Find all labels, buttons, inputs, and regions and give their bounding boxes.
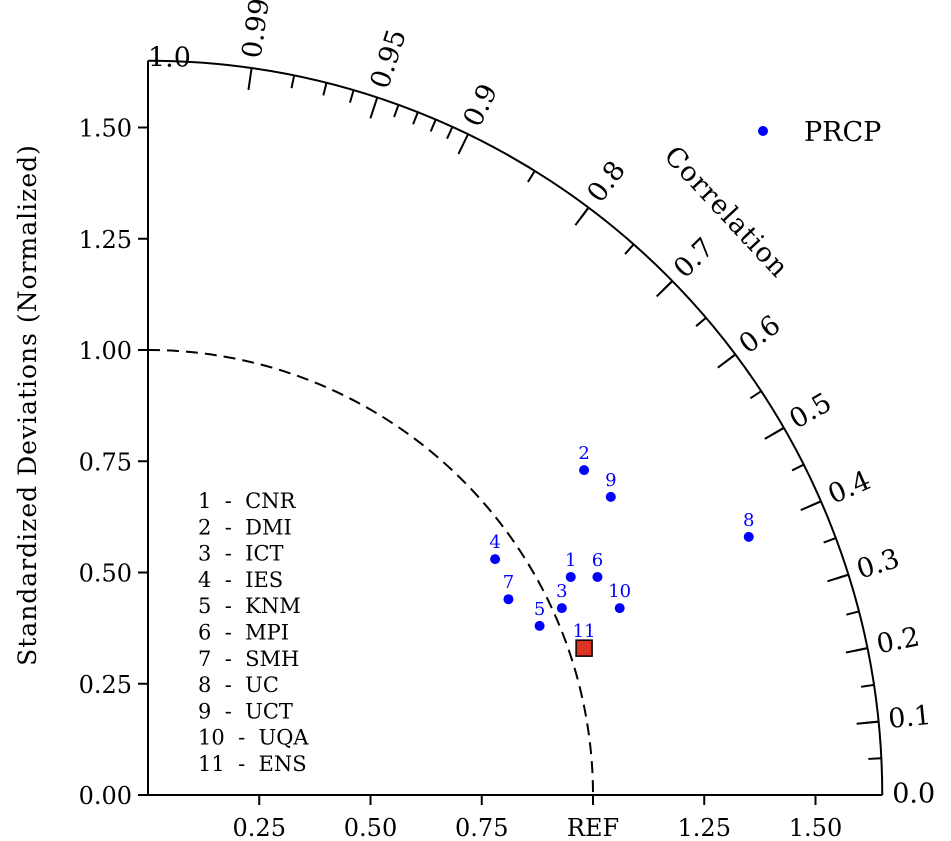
model-key-entry: 2 - DMI xyxy=(198,515,292,539)
model-key-entry: 7 - SMH xyxy=(198,647,299,671)
model-point-label: 3 xyxy=(556,581,567,602)
model-key-entry: 4 - IES xyxy=(198,568,283,592)
correlation-tick-label: 0.95 xyxy=(365,26,413,93)
model-point-label: 8 xyxy=(743,510,754,531)
x-tick-label: 1.50 xyxy=(789,814,842,841)
y-tick-label: 0.75 xyxy=(79,448,132,476)
correlation-major-tick xyxy=(827,573,849,583)
correlation-major-tick xyxy=(856,720,879,725)
reference-std-arc xyxy=(147,349,594,796)
x-tick-group: 0.25 0.50 0.75 REF 1.25 1.50 xyxy=(233,795,842,841)
correlation-tick-label: 0.7 xyxy=(668,232,720,284)
model-key-entry: 10 - UQA xyxy=(198,726,309,750)
y-tick-group: 0.00 0.25 0.50 0.75 1.00 1.25 1.50 xyxy=(79,115,148,810)
correlation-tick-label: 0.0 xyxy=(892,779,935,810)
correlation-major-tick xyxy=(247,67,253,91)
correlation-major-tick xyxy=(655,280,674,298)
correlation-major-tick xyxy=(457,133,469,155)
correlation-tick-label: 0.2 xyxy=(874,621,922,660)
correlation-major-tick xyxy=(764,427,785,440)
correlation-tick-label: 0.8 xyxy=(581,155,632,208)
y-tick-label: 1.25 xyxy=(79,226,132,254)
correlation-major-tick xyxy=(369,97,379,119)
correlation-minor-tick xyxy=(429,119,437,132)
correlation-minor-tick xyxy=(846,610,860,616)
model-key-entry: 6 - MPI xyxy=(198,621,289,645)
model-point xyxy=(503,594,514,605)
legend: PRCP xyxy=(758,117,881,148)
correlation-minor-tick xyxy=(624,243,635,255)
model-point xyxy=(556,603,567,614)
model-key-entry: 9 - UCT xyxy=(198,699,293,723)
correlation-minor-tick xyxy=(322,82,328,96)
max-std-arc xyxy=(147,59,884,796)
model-point-label: 6 xyxy=(592,550,603,571)
correlation-tick-label: 1.0 xyxy=(148,42,191,73)
axes xyxy=(147,59,884,796)
y-tick-label: 0.25 xyxy=(79,671,132,699)
model-point-label: 10 xyxy=(608,581,631,602)
y-axis-label: Standardized Deviations (Normalized) xyxy=(13,144,42,666)
correlation-major-tick xyxy=(845,647,868,654)
model-key-entry: 3 - ICT xyxy=(198,542,284,566)
model-key-entry: 8 - UC xyxy=(198,673,279,697)
correlation-tick-label: 0.5 xyxy=(784,387,837,435)
x-tick-label: REF xyxy=(567,814,619,841)
y-tick-label: 0.50 xyxy=(79,560,132,588)
ensemble-point xyxy=(575,639,593,657)
correlation-minor-tick xyxy=(868,757,882,760)
correlation-minor-tick xyxy=(791,463,805,472)
correlation-minor-tick xyxy=(527,170,536,183)
correlation-major-tick xyxy=(717,353,737,369)
y-tick-label: 0.00 xyxy=(79,782,132,810)
correlation-major-tick xyxy=(800,500,822,512)
model-point-label: 2 xyxy=(578,443,589,464)
correlation-tick-label: 0.1 xyxy=(887,700,933,735)
correlation-tick-label: 0.6 xyxy=(734,309,787,360)
model-point xyxy=(579,465,590,476)
x-tick-label: 1.25 xyxy=(678,814,731,841)
correlation-minor-tick xyxy=(446,126,454,140)
y-tick-label: 1.50 xyxy=(79,115,132,143)
correlation-minor-tick xyxy=(749,390,762,400)
model-point xyxy=(490,554,501,565)
correlation-minor-tick xyxy=(823,537,837,544)
x-tick-label: 0.75 xyxy=(455,814,508,841)
x-tick-label: 0.25 xyxy=(233,814,286,841)
model-key-entry: 1 - CNR xyxy=(198,489,297,513)
data-points: 1 2 3 4 5 6 7 8 9 10 11 xyxy=(489,443,754,657)
correlation-minor-tick xyxy=(860,683,875,688)
ensemble-point-label: 11 xyxy=(573,621,596,642)
model-point xyxy=(534,620,545,631)
correlation-tick-label: 0.9 xyxy=(458,79,505,131)
model-key-entry: 11 - ENS xyxy=(198,752,307,776)
correlation-tick-label: 0.4 xyxy=(824,465,876,511)
model-point-label: 5 xyxy=(534,599,545,620)
correlation-tick-label: 0.3 xyxy=(853,543,903,585)
correlation-minor-tick xyxy=(695,316,707,327)
correlation-minor-tick xyxy=(393,104,400,118)
correlation-major-tick xyxy=(574,207,590,226)
model-point xyxy=(743,531,754,542)
model-point xyxy=(605,491,616,502)
correlation-tick-label: 0.99 xyxy=(237,0,276,60)
correlation-minor-tick xyxy=(412,111,419,125)
model-point xyxy=(614,603,625,614)
model-point-label: 7 xyxy=(503,572,514,593)
model-point-label: 9 xyxy=(605,470,616,491)
model-point xyxy=(592,571,603,582)
model-point xyxy=(565,571,576,582)
model-point-label: 1 xyxy=(565,550,576,571)
x-tick-label: 0.50 xyxy=(344,814,397,841)
correlation-minor-tick xyxy=(348,89,355,103)
legend-marker xyxy=(758,126,768,136)
correlation-minor-tick xyxy=(290,75,296,89)
y-tick-label: 1.00 xyxy=(79,337,132,365)
legend-series-label: PRCP xyxy=(804,117,881,148)
model-point-label: 4 xyxy=(489,532,500,553)
model-key-entry: 5 - KNM xyxy=(198,594,301,618)
